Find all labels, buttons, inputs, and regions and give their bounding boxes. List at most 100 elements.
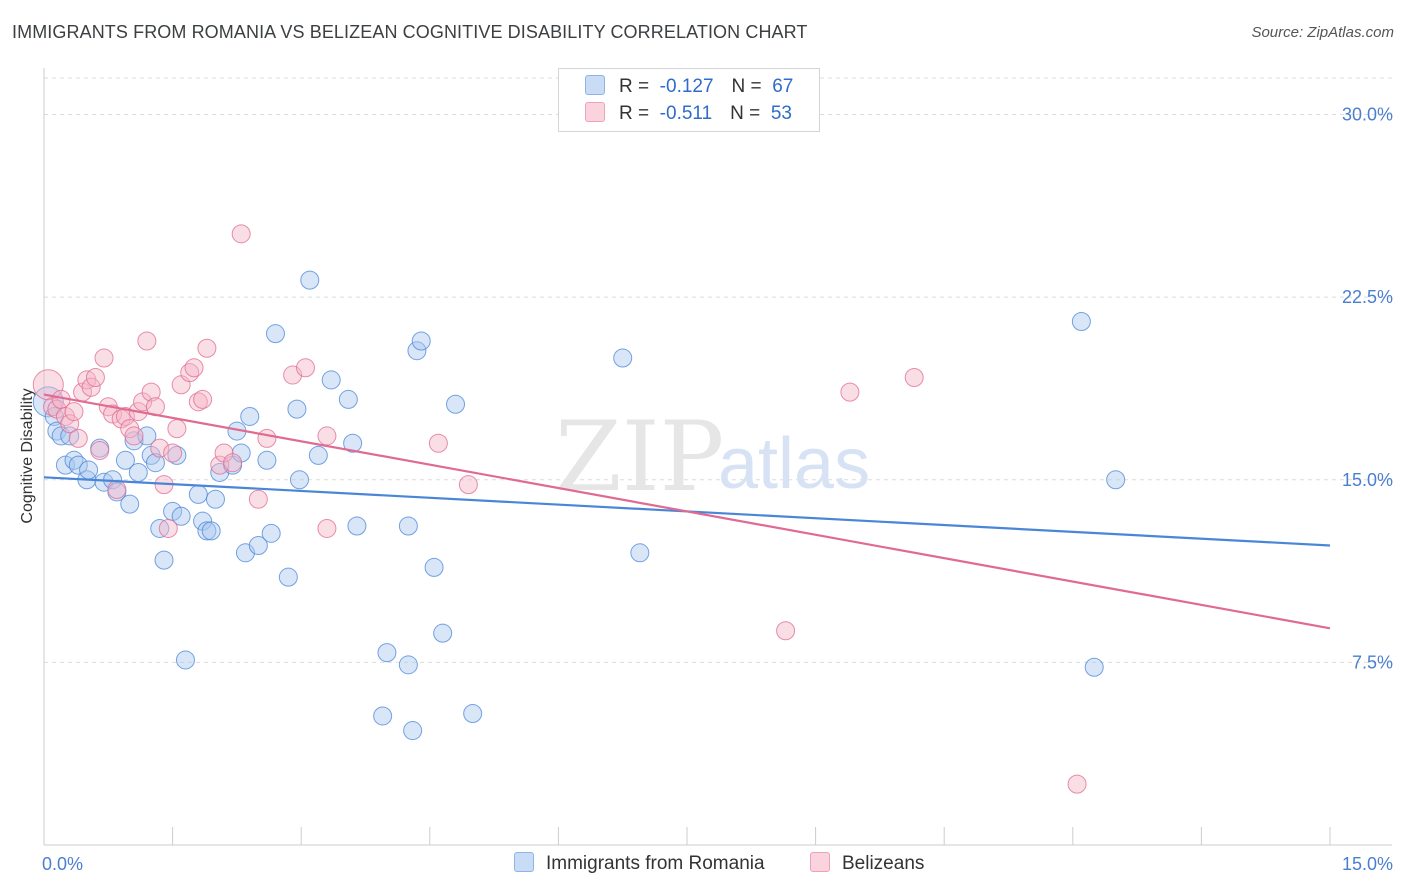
watermark-atlas: atlas — [718, 424, 870, 504]
data-point — [188, 484, 208, 504]
data-point — [79, 460, 99, 480]
legend-n-value: 53 — [770, 103, 792, 124]
data-point — [64, 402, 84, 422]
legend-row-romania: R = -0.127 N = 67 — [585, 75, 793, 99]
data-point — [289, 470, 309, 490]
data-point — [776, 621, 796, 641]
data-point — [257, 450, 277, 470]
data-point — [167, 419, 187, 439]
data-point — [137, 331, 157, 351]
data-point — [184, 358, 204, 378]
data-point — [85, 367, 105, 387]
data-point — [201, 521, 221, 541]
points-layer — [32, 224, 1126, 794]
x-tick-label: 0.0% — [42, 854, 83, 874]
data-point — [197, 521, 217, 541]
data-point — [403, 721, 423, 741]
data-point — [343, 433, 363, 453]
y-tick-label: 22.5% — [1342, 287, 1393, 307]
legend-n-label: N = — [730, 103, 761, 124]
data-point — [347, 516, 367, 536]
series-romania — [32, 270, 1126, 741]
data-point — [120, 494, 140, 514]
data-point — [115, 450, 135, 470]
data-point — [171, 506, 191, 526]
data-point — [128, 462, 148, 482]
data-point — [321, 370, 341, 390]
data-point — [205, 489, 225, 509]
data-point — [231, 224, 251, 244]
data-point — [175, 650, 195, 670]
bottom-legend: Immigrants from Romania Belizeans — [0, 852, 1406, 878]
legend-swatch-belizeans — [585, 102, 605, 122]
legend-label-belizeans: Belizeans — [842, 853, 925, 874]
data-point — [463, 704, 483, 724]
data-point — [197, 338, 217, 358]
y-tick-label: 7.5% — [1352, 652, 1393, 672]
data-point — [90, 441, 110, 461]
data-point — [398, 655, 418, 675]
data-point — [317, 518, 337, 538]
data-point — [124, 431, 144, 451]
data-point — [145, 453, 165, 473]
legend-swatch-romania — [585, 75, 605, 95]
grid-lines — [44, 77, 1392, 663]
trendline-belizeans — [43, 393, 1331, 630]
legend-swatch-belizeans — [810, 852, 830, 872]
data-point — [287, 399, 307, 419]
data-point — [904, 367, 924, 387]
data-point — [158, 518, 178, 538]
legend-r-value: -0.511 — [659, 103, 713, 124]
data-point — [240, 406, 260, 426]
data-point — [433, 623, 453, 643]
legend-n-value: 67 — [772, 76, 794, 97]
data-point — [223, 453, 243, 473]
legend-item-romania: Immigrants from Romania — [514, 852, 765, 875]
data-point — [840, 382, 860, 402]
data-point — [407, 341, 427, 361]
data-point — [1106, 470, 1126, 490]
legend-item-belizeans: Belizeans — [810, 852, 924, 875]
data-point — [373, 706, 393, 726]
data-point — [317, 426, 337, 446]
legend-r-label: R = — [619, 76, 650, 97]
data-point — [424, 557, 444, 577]
legend-swatch-romania — [514, 852, 534, 872]
data-point — [60, 414, 80, 434]
series-belizeans — [32, 224, 1087, 794]
data-point — [94, 348, 114, 368]
source-label: Source: ZipAtlas.com — [1251, 24, 1394, 41]
data-point — [154, 550, 174, 570]
chart-title: IMMIGRANTS FROM ROMANIA VS BELIZEAN COGN… — [12, 22, 808, 42]
data-point — [1067, 774, 1087, 794]
data-point — [115, 406, 135, 426]
data-point — [68, 455, 88, 475]
data-point — [428, 433, 448, 453]
data-point — [141, 382, 161, 402]
data-point — [124, 426, 144, 446]
data-point — [295, 358, 315, 378]
data-point — [278, 567, 298, 587]
stats-legend: R = -0.127 N = 67 R = -0.511 N = 53 — [558, 68, 820, 132]
data-point — [308, 445, 328, 465]
data-point — [193, 389, 213, 409]
watermark: ZIP atlas — [555, 401, 870, 513]
legend-r-label: R = — [619, 103, 650, 124]
data-point — [613, 348, 633, 368]
legend-label-romania: Immigrants from Romania — [546, 853, 765, 874]
data-point — [107, 480, 127, 500]
data-point — [265, 324, 285, 344]
data-point — [398, 516, 418, 536]
axes — [43, 68, 1392, 846]
y-tick-label: 15.0% — [1342, 470, 1393, 490]
data-point — [68, 428, 88, 448]
data-point — [44, 406, 64, 426]
trendlines-layer — [43, 393, 1331, 630]
data-point — [338, 389, 358, 409]
data-point — [248, 536, 268, 556]
y-tick-label: 30.0% — [1342, 105, 1393, 125]
data-point — [630, 543, 650, 563]
legend-r-value: -0.127 — [659, 76, 714, 97]
watermark-zip: ZIP — [555, 401, 724, 513]
